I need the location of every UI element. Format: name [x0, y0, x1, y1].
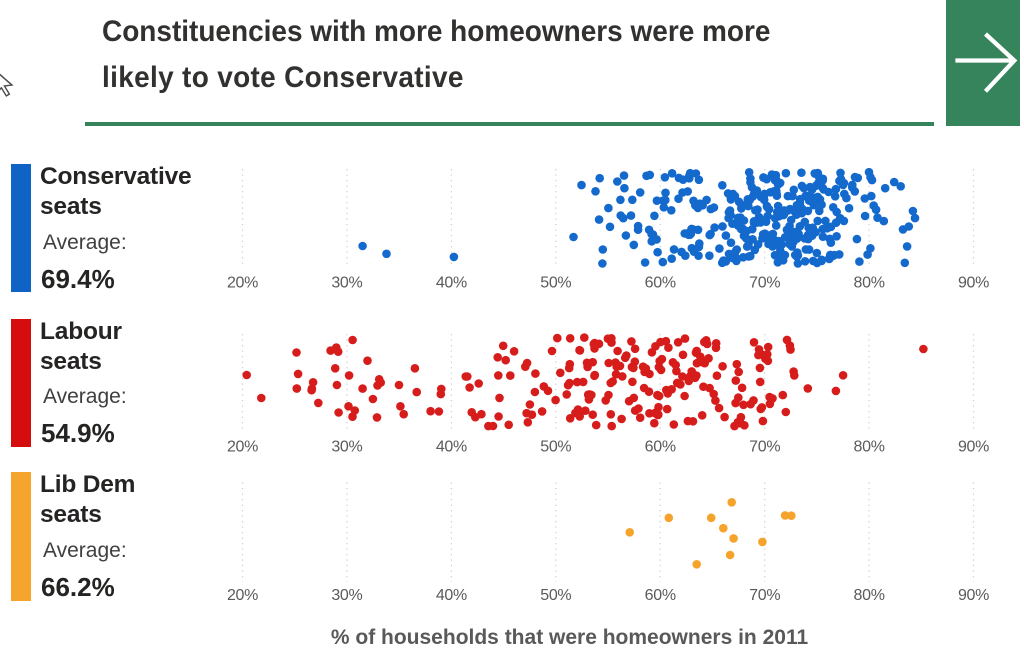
svg-text:50%: 50% [540, 439, 571, 456]
svg-text:60%: 60% [645, 275, 676, 292]
svg-text:90%: 90% [958, 439, 989, 456]
svg-text:40%: 40% [436, 439, 467, 456]
svg-text:90%: 90% [958, 275, 989, 292]
svg-text:80%: 80% [854, 587, 885, 604]
svg-text:60%: 60% [645, 587, 676, 604]
svg-text:20%: 20% [227, 587, 258, 604]
svg-text:80%: 80% [854, 439, 885, 456]
svg-text:50%: 50% [540, 587, 571, 604]
svg-text:20%: 20% [227, 275, 258, 292]
svg-text:30%: 30% [331, 275, 362, 292]
svg-text:40%: 40% [436, 275, 467, 292]
svg-text:90%: 90% [958, 587, 989, 604]
svg-text:50%: 50% [540, 275, 571, 292]
svg-text:70%: 70% [749, 587, 780, 604]
svg-text:20%: 20% [227, 439, 258, 456]
svg-text:40%: 40% [436, 587, 467, 604]
svg-text:60%: 60% [645, 439, 676, 456]
svg-text:30%: 30% [331, 587, 362, 604]
svg-text:70%: 70% [749, 275, 780, 292]
svg-text:70%: 70% [749, 439, 780, 456]
svg-text:80%: 80% [854, 275, 885, 292]
svg-text:30%: 30% [331, 439, 362, 456]
